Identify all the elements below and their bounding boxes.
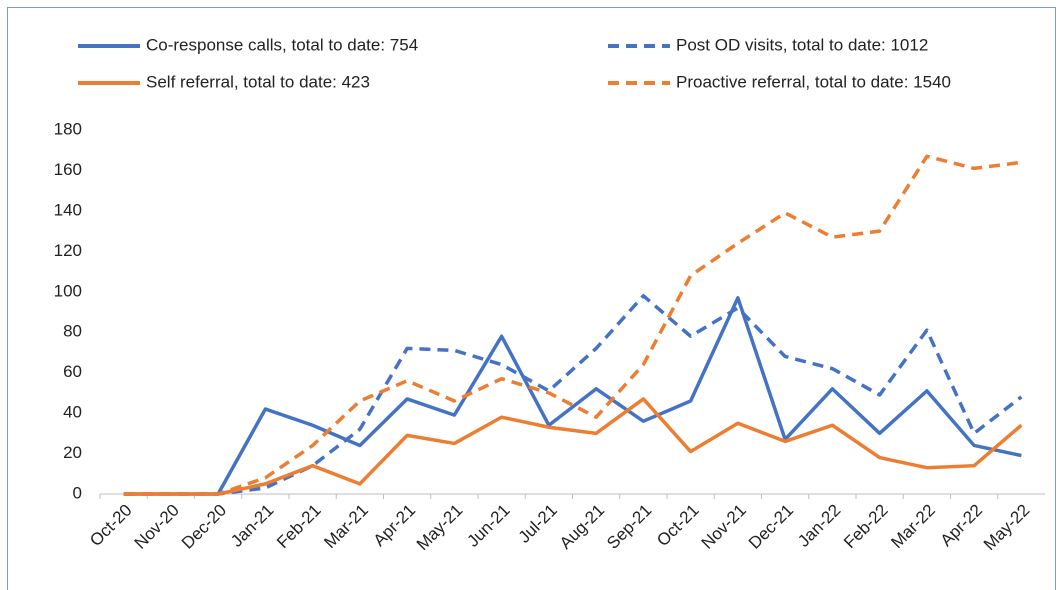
chart-border	[7, 7, 1056, 590]
x-tick-label: May-21	[413, 501, 467, 555]
y-tick-label: 140	[54, 200, 82, 219]
y-tick-label: 120	[54, 241, 82, 260]
x-tick-label: Mar-21	[320, 501, 372, 553]
y-tick-label: 60	[63, 362, 82, 381]
series-line	[123, 154, 1022, 496]
x-tick-label: Nov-20	[131, 501, 183, 553]
y-tick-label: 100	[54, 281, 82, 300]
y-tick-label: 0	[73, 483, 82, 502]
x-tick-label: Oct-21	[653, 501, 703, 551]
x-tick-label: Feb-22	[840, 501, 892, 553]
legend-label: Co-response calls, total to date: 754	[146, 35, 418, 54]
y-tick-label: 180	[54, 119, 82, 138]
series-line	[123, 294, 1023, 496]
x-tick-label: Jan-21	[227, 501, 277, 551]
legend-label: Proactive referral, total to date: 1540	[676, 72, 951, 91]
x-tick-label: Dec-21	[745, 501, 797, 553]
x-tick-label: Mar-22	[887, 501, 939, 553]
series-line	[123, 397, 1023, 496]
x-tick-label: Dec-20	[178, 501, 230, 553]
x-tick-label: Nov-21	[698, 501, 750, 553]
x-tick-label: Apr-21	[370, 501, 420, 551]
x-tick-label: Jun-21	[463, 501, 513, 551]
legend-label: Self referral, total to date: 423	[146, 72, 370, 91]
x-tick-label: May-22	[980, 501, 1034, 555]
legend-label: Post OD visits, total to date: 1012	[676, 35, 928, 54]
x-tick-label: Aug-21	[556, 501, 608, 553]
x-tick-label: Sep-21	[603, 501, 655, 553]
x-tick-label: Jan-22	[794, 501, 844, 551]
x-tick-label: Oct-20	[86, 501, 136, 551]
y-tick-label: 160	[54, 160, 82, 179]
series-line	[123, 296, 1022, 496]
y-tick-label: 40	[63, 403, 82, 422]
y-tick-label: 80	[63, 322, 82, 341]
x-tick-label: Jul-21	[515, 501, 561, 547]
y-tick-label: 20	[63, 443, 82, 462]
x-tick-label: Feb-21	[273, 501, 325, 553]
x-tick-label: Apr-22	[937, 501, 987, 551]
